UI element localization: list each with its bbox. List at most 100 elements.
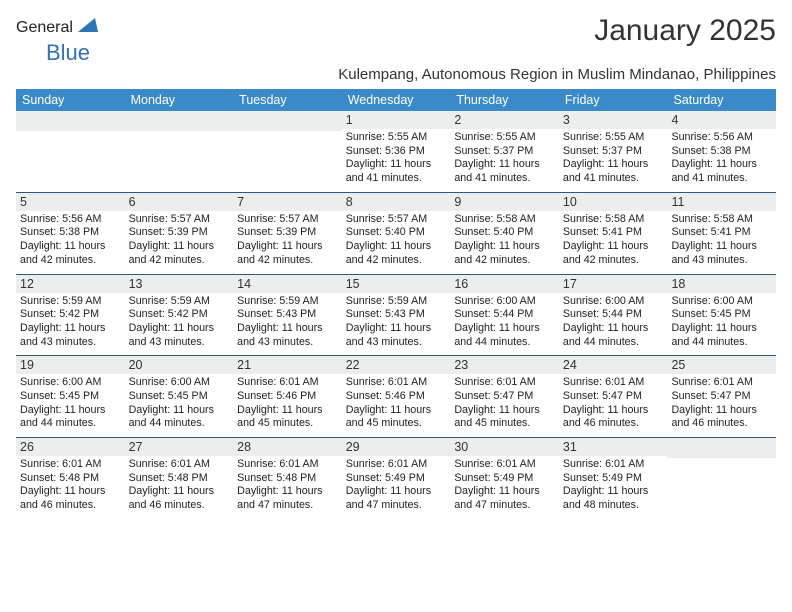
sunset-line: Sunset: 5:38 PM [671, 145, 772, 159]
daynum-bar: 9 [450, 193, 559, 211]
calendar-cell: 8Sunrise: 5:57 AMSunset: 5:40 PMDaylight… [342, 193, 451, 274]
day-number: 8 [346, 195, 447, 209]
day-number: 17 [563, 277, 664, 291]
sunrise-line: Sunrise: 6:01 AM [129, 458, 230, 472]
dayhead-sun: Sunday [16, 89, 125, 111]
sunset-line: Sunset: 5:45 PM [671, 308, 772, 322]
daynum-bar: 19 [16, 356, 125, 374]
daylight-line: Daylight: 11 hours and 48 minutes. [563, 485, 664, 512]
daylight-line: Daylight: 11 hours and 42 minutes. [129, 240, 230, 267]
daynum-bar: 11 [667, 193, 776, 211]
brand-main: General [16, 19, 73, 37]
sunrise-line: Sunrise: 6:01 AM [346, 458, 447, 472]
day-number: 3 [563, 113, 664, 127]
daylight-line: Daylight: 11 hours and 46 minutes. [563, 404, 664, 431]
calendar-cell: 11Sunrise: 5:58 AMSunset: 5:41 PMDayligh… [667, 193, 776, 274]
calendar-cell: 4Sunrise: 5:56 AMSunset: 5:38 PMDaylight… [667, 111, 776, 192]
daynum-bar: 3 [559, 111, 668, 129]
sunset-line: Sunset: 5:43 PM [346, 308, 447, 322]
dayhead-tue: Tuesday [233, 89, 342, 111]
calendar-cell: 25Sunrise: 6:01 AMSunset: 5:47 PMDayligh… [667, 356, 776, 437]
daylight-line: Daylight: 11 hours and 44 minutes. [563, 322, 664, 349]
sunset-line: Sunset: 5:49 PM [346, 472, 447, 486]
day-number: 14 [237, 277, 338, 291]
daylight-line: Daylight: 11 hours and 47 minutes. [237, 485, 338, 512]
sunrise-line: Sunrise: 6:00 AM [129, 376, 230, 390]
daylight-line: Daylight: 11 hours and 42 minutes. [20, 240, 121, 267]
sunset-line: Sunset: 5:41 PM [563, 226, 664, 240]
day-number: 9 [454, 195, 555, 209]
calendar-cell [125, 111, 234, 192]
sunset-line: Sunset: 5:45 PM [20, 390, 121, 404]
sunrise-line: Sunrise: 6:00 AM [20, 376, 121, 390]
day-number: 13 [129, 277, 230, 291]
daynum-bar [233, 111, 342, 131]
daylight-line: Daylight: 11 hours and 46 minutes. [671, 404, 772, 431]
sunrise-line: Sunrise: 5:59 AM [346, 295, 447, 309]
sunset-line: Sunset: 5:48 PM [129, 472, 230, 486]
sunrise-line: Sunrise: 5:55 AM [454, 131, 555, 145]
day-number: 29 [346, 440, 447, 454]
calendar-cell: 2Sunrise: 5:55 AMSunset: 5:37 PMDaylight… [450, 111, 559, 192]
sunset-line: Sunset: 5:37 PM [563, 145, 664, 159]
page-title: January 2025 [594, 14, 776, 48]
calendar-cell: 15Sunrise: 5:59 AMSunset: 5:43 PMDayligh… [342, 275, 451, 356]
daynum-bar: 4 [667, 111, 776, 129]
calendar-cell: 12Sunrise: 5:59 AMSunset: 5:42 PMDayligh… [16, 275, 125, 356]
sunrise-line: Sunrise: 6:01 AM [454, 458, 555, 472]
dayhead-thu: Thursday [450, 89, 559, 111]
calendar-cell [16, 111, 125, 192]
dayhead-mon: Monday [125, 89, 234, 111]
daylight-line: Daylight: 11 hours and 44 minutes. [454, 322, 555, 349]
sunset-line: Sunset: 5:47 PM [671, 390, 772, 404]
brand-triangle-icon [78, 18, 98, 37]
sunset-line: Sunset: 5:47 PM [563, 390, 664, 404]
calendar-cell: 21Sunrise: 6:01 AMSunset: 5:46 PMDayligh… [233, 356, 342, 437]
calendar-cell: 26Sunrise: 6:01 AMSunset: 5:48 PMDayligh… [16, 438, 125, 519]
daylight-line: Daylight: 11 hours and 45 minutes. [237, 404, 338, 431]
daylight-line: Daylight: 11 hours and 46 minutes. [129, 485, 230, 512]
daynum-bar: 25 [667, 356, 776, 374]
daylight-line: Daylight: 11 hours and 44 minutes. [20, 404, 121, 431]
page-subtitle: Kulempang, Autonomous Region in Muslim M… [16, 66, 776, 83]
daylight-line: Daylight: 11 hours and 41 minutes. [346, 158, 447, 185]
daylight-line: Daylight: 11 hours and 43 minutes. [237, 322, 338, 349]
sunset-line: Sunset: 5:46 PM [346, 390, 447, 404]
sunset-line: Sunset: 5:44 PM [454, 308, 555, 322]
sunset-line: Sunset: 5:49 PM [563, 472, 664, 486]
sunset-line: Sunset: 5:38 PM [20, 226, 121, 240]
daynum-bar [667, 438, 776, 458]
sunset-line: Sunset: 5:40 PM [346, 226, 447, 240]
day-number: 7 [237, 195, 338, 209]
daynum-bar: 30 [450, 438, 559, 456]
day-number: 19 [20, 358, 121, 372]
calendar-cell: 28Sunrise: 6:01 AMSunset: 5:48 PMDayligh… [233, 438, 342, 519]
day-number: 31 [563, 440, 664, 454]
daynum-bar: 24 [559, 356, 668, 374]
daynum-bar: 29 [342, 438, 451, 456]
daynum-bar: 2 [450, 111, 559, 129]
sunset-line: Sunset: 5:40 PM [454, 226, 555, 240]
sunrise-line: Sunrise: 6:00 AM [454, 295, 555, 309]
daynum-bar: 18 [667, 275, 776, 293]
calendar-cell: 20Sunrise: 6:00 AMSunset: 5:45 PMDayligh… [125, 356, 234, 437]
day-number: 25 [671, 358, 772, 372]
day-number: 23 [454, 358, 555, 372]
daynum-bar: 28 [233, 438, 342, 456]
sunset-line: Sunset: 5:37 PM [454, 145, 555, 159]
daynum-bar: 7 [233, 193, 342, 211]
day-number: 20 [129, 358, 230, 372]
daynum-bar: 31 [559, 438, 668, 456]
day-number: 10 [563, 195, 664, 209]
daylight-line: Daylight: 11 hours and 44 minutes. [671, 322, 772, 349]
calendar-cell: 7Sunrise: 5:57 AMSunset: 5:39 PMDaylight… [233, 193, 342, 274]
sunrise-line: Sunrise: 6:01 AM [346, 376, 447, 390]
calendar-cell: 29Sunrise: 6:01 AMSunset: 5:49 PMDayligh… [342, 438, 451, 519]
daylight-line: Daylight: 11 hours and 43 minutes. [346, 322, 447, 349]
sunrise-line: Sunrise: 5:59 AM [237, 295, 338, 309]
daylight-line: Daylight: 11 hours and 41 minutes. [563, 158, 664, 185]
sunset-line: Sunset: 5:44 PM [563, 308, 664, 322]
calendar-cell: 30Sunrise: 6:01 AMSunset: 5:49 PMDayligh… [450, 438, 559, 519]
calendar-cell: 9Sunrise: 5:58 AMSunset: 5:40 PMDaylight… [450, 193, 559, 274]
sunset-line: Sunset: 5:39 PM [237, 226, 338, 240]
